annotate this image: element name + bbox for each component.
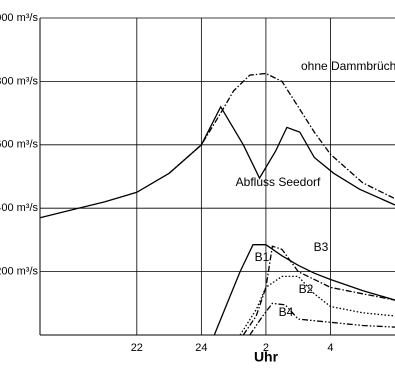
series-line	[242, 245, 395, 336]
series-label: B4	[279, 305, 294, 319]
series-line	[213, 244, 395, 336]
series-line	[249, 302, 395, 336]
series-line	[239, 275, 395, 336]
series-label: ohne Dammbrüche	[301, 59, 395, 73]
x-tick-label: 22	[131, 342, 143, 354]
y-tick-label: 1000 m³/s	[0, 12, 38, 24]
x-axis-label: Uhr	[254, 349, 279, 365]
series-label: Abfluss Seedorf	[236, 175, 321, 189]
y-tick-label: 800 m³/s	[0, 75, 38, 87]
y-tick-label: 600 m³/s	[0, 139, 38, 151]
x-tick-label: 24	[195, 342, 207, 354]
x-tick-label: 2	[263, 342, 269, 354]
series-line	[39, 105, 395, 219]
y-tick-label: 400 m³/s	[0, 202, 38, 214]
series-line	[168, 72, 395, 200]
series-label: B2	[299, 282, 314, 296]
series-label: B3	[314, 240, 329, 254]
series-label: B1	[255, 250, 270, 264]
y-tick-label: 200 m³/s	[0, 266, 38, 278]
x-tick-label: 4	[327, 342, 333, 354]
